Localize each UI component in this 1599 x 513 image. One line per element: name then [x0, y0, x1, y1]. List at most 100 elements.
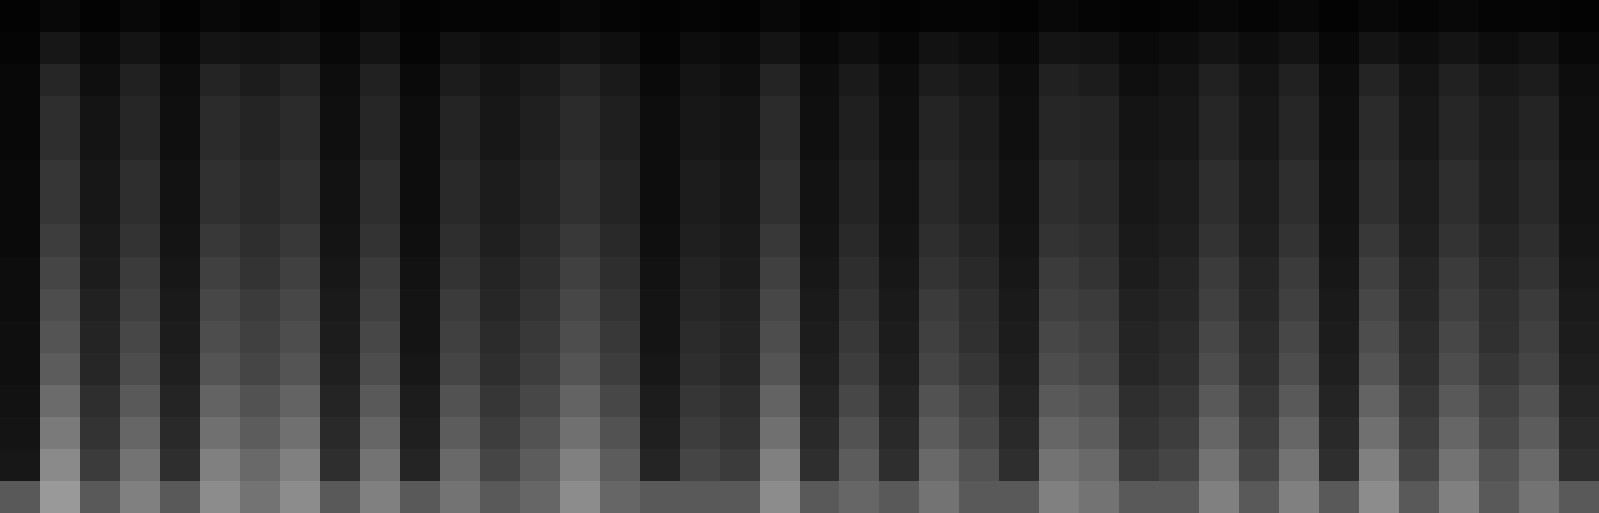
cell [0, 128, 40, 161]
cell [560, 32, 600, 65]
cell [1279, 353, 1319, 386]
cell [360, 192, 400, 225]
cell [1519, 96, 1559, 129]
cell [320, 32, 360, 65]
cell [440, 64, 480, 97]
cell [320, 417, 360, 450]
cell [760, 192, 800, 225]
cell [680, 0, 720, 33]
cell [600, 481, 640, 513]
cell [680, 64, 720, 97]
cell [600, 0, 640, 33]
cell [1479, 32, 1519, 65]
cell [560, 321, 600, 354]
cell [0, 224, 40, 257]
cell [560, 192, 600, 225]
cell [40, 321, 80, 354]
cell [280, 128, 320, 161]
cell [320, 385, 360, 418]
cell [1479, 0, 1519, 33]
cell [640, 128, 680, 161]
cell [120, 32, 160, 65]
cell [1039, 96, 1079, 129]
cell [1479, 289, 1519, 322]
cell [1439, 32, 1479, 65]
cell [40, 128, 80, 161]
cell [0, 0, 40, 33]
cell [959, 321, 999, 354]
cell [240, 417, 280, 450]
cell [999, 64, 1039, 97]
cell [640, 481, 680, 513]
cell [800, 96, 840, 129]
cell [760, 321, 800, 354]
cell [800, 32, 840, 65]
cell [640, 385, 680, 418]
cell [1119, 385, 1159, 418]
cell [1079, 0, 1119, 33]
cell [1159, 0, 1199, 33]
cell [680, 192, 720, 225]
cell [879, 353, 919, 386]
cell [160, 257, 200, 290]
cell [1039, 353, 1079, 386]
cell [480, 128, 520, 161]
cell [1079, 160, 1119, 193]
cell [1399, 417, 1439, 450]
cell [640, 289, 680, 322]
cell [120, 321, 160, 354]
cell [1439, 449, 1479, 482]
cell [480, 257, 520, 290]
cell [1239, 417, 1279, 450]
cell [1159, 224, 1199, 257]
cell [360, 449, 400, 482]
cell [1039, 321, 1079, 354]
cell [760, 289, 800, 322]
cell [320, 481, 360, 513]
cell [720, 224, 760, 257]
cell [1519, 128, 1559, 161]
cell [200, 64, 240, 97]
cell [520, 160, 560, 193]
cell [1559, 64, 1599, 97]
cell [640, 0, 680, 33]
cell [919, 481, 959, 513]
cell [839, 128, 879, 161]
cell [680, 224, 720, 257]
cell [40, 481, 80, 513]
cell [1559, 32, 1599, 65]
cell [760, 32, 800, 65]
cell [1039, 0, 1079, 33]
cell [879, 0, 919, 33]
cell [1199, 257, 1239, 290]
cell [1439, 160, 1479, 193]
cell [0, 257, 40, 290]
cell [1279, 289, 1319, 322]
cell [0, 64, 40, 97]
cell [760, 417, 800, 450]
cell [520, 353, 560, 386]
cell [1479, 192, 1519, 225]
cell [1359, 321, 1399, 354]
cell [640, 96, 680, 129]
cell [0, 449, 40, 482]
cell [1439, 385, 1479, 418]
cell [839, 32, 879, 65]
cell [1559, 481, 1599, 513]
cell [480, 0, 520, 33]
cell [720, 128, 760, 161]
cell [1359, 192, 1399, 225]
cell [560, 385, 600, 418]
cell [720, 449, 760, 482]
cell [1559, 385, 1599, 418]
cell [240, 449, 280, 482]
cell [1359, 224, 1399, 257]
cell [720, 192, 760, 225]
cell [760, 128, 800, 161]
cell [280, 96, 320, 129]
cell [1359, 32, 1399, 65]
cell [160, 128, 200, 161]
cell [919, 353, 959, 386]
cell [800, 321, 840, 354]
cell [240, 160, 280, 193]
